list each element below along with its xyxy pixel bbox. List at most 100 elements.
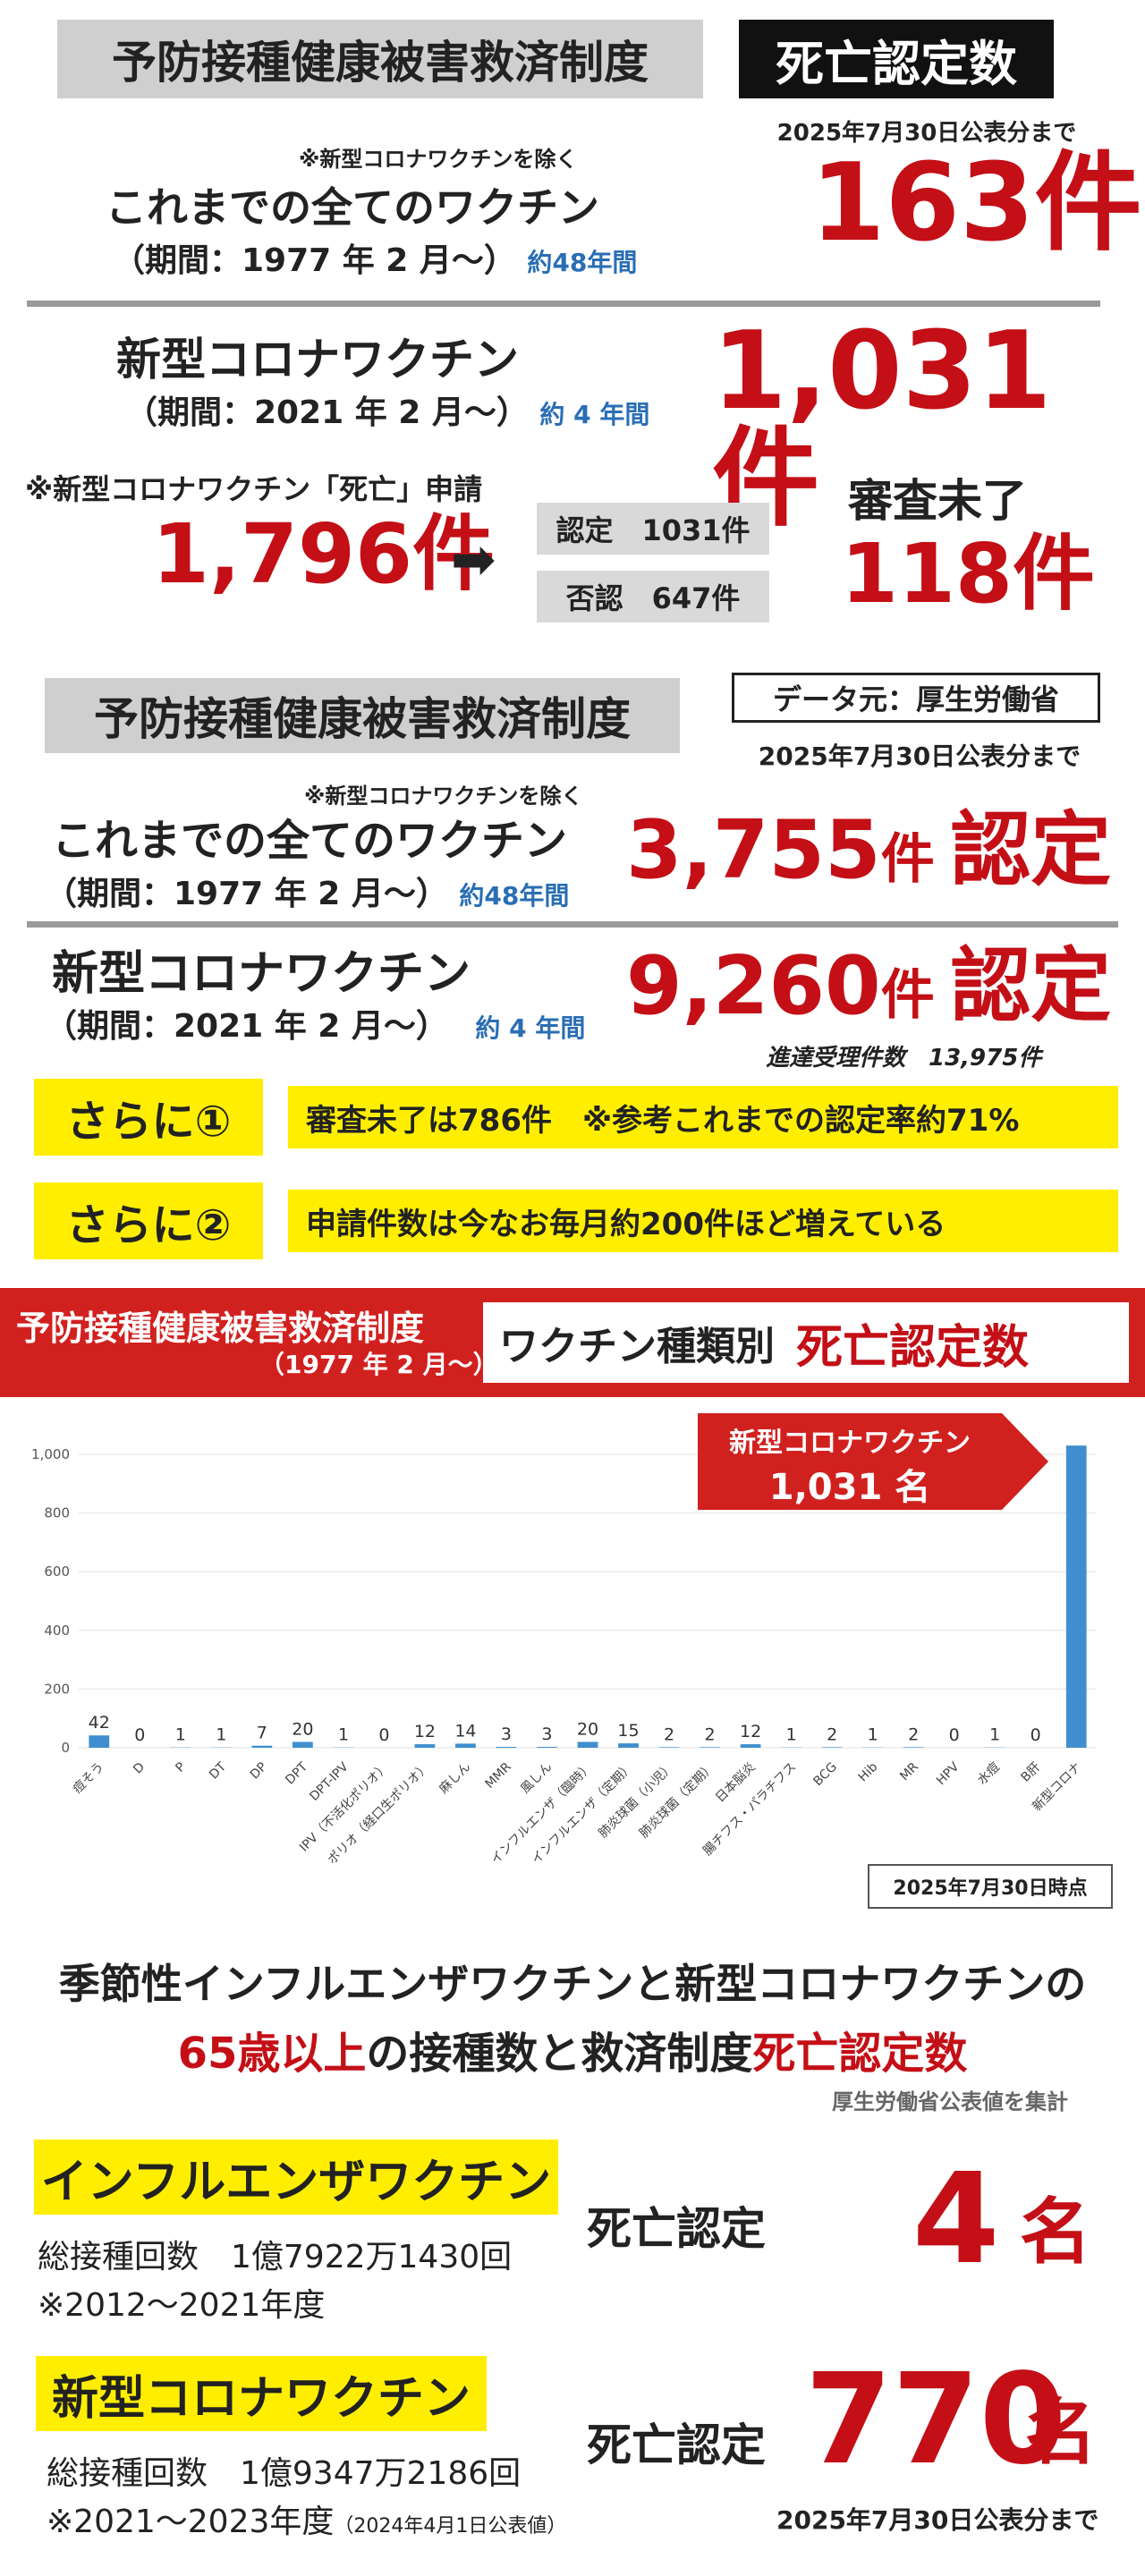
chart-date-box: 2025年7月30日時点 (868, 1864, 1113, 1909)
y-tick-label: 800 (44, 1505, 70, 1521)
y-tick-label: 0 (61, 1740, 70, 1756)
x-tick-label: MMR (483, 1759, 514, 1791)
y-tick-label: 200 (44, 1681, 70, 1697)
period-text: （期間：2021 年 2 月〜） (125, 394, 529, 431)
bar (577, 1741, 598, 1748)
value-label: 1 (868, 1725, 878, 1745)
bar (251, 1745, 273, 1748)
flu-doses: 総接種回数 1億7922万1430回 (38, 2239, 513, 2275)
section2-title: 予防接種健康被害救済制度 (45, 678, 680, 753)
value-labels: 420 1 1 7 20 1 0 12 14 3 3 20 15 2 2 12 1 2 1 2 0 1 0 (89, 1713, 1041, 1745)
value-label: 1 (175, 1725, 186, 1745)
data-source: データ元：厚生労働省 (732, 673, 1100, 723)
flu-death-unit: 名 (1020, 2190, 1091, 2274)
value-label: 42 (89, 1713, 110, 1733)
x-tick-label: 肺炎球菌（定期） (637, 1760, 718, 1842)
pending-label: 審査未了 (848, 475, 1027, 527)
value-label: 1 (989, 1725, 1000, 1745)
all-vaccines-period-2: （期間：1977 年 2 月〜） 約48年間 (45, 868, 569, 914)
sec4-source: 厚生労働省公表値を集計 (832, 2089, 1068, 2114)
applied-count: 1,796件 (152, 506, 496, 602)
all-vaccines-count: 163件 (810, 141, 1142, 266)
all-vaccines-nintei: 3,755件 認定 (626, 810, 1111, 891)
sec4-heading-line1: 季節性インフルエンザワクチンと新型コロナワクチンの (58, 1960, 1087, 2008)
years-text: 約 4 年間 (475, 1013, 586, 1043)
age-red: 65歳以上 (177, 2029, 367, 2079)
covid-label: 新型コロナワクチン (116, 334, 519, 386)
flu-death-label: 死亡認定 (587, 2203, 766, 2255)
bar (903, 1747, 924, 1748)
nintei: 認定 (950, 803, 1112, 897)
death-red: 死亡認定数 (752, 2029, 968, 2079)
chart-header-left-sub: （1977 年 2 月〜） (259, 1350, 498, 1379)
bar (740, 1744, 761, 1748)
value-label: 2 (908, 1724, 919, 1744)
divider (27, 301, 1100, 307)
more2-label: さらに② (34, 1182, 263, 1259)
section1-title: 予防接種健康被害救済制度 (57, 20, 703, 98)
value-label: 12 (414, 1722, 436, 1741)
value-label: 2 (827, 1724, 837, 1744)
y-tick-label: 600 (44, 1563, 70, 1580)
approved-box: 認定 1031件 (537, 503, 769, 555)
years: ※2021〜2023年度 (47, 2504, 335, 2540)
right-title: ワクチン種類別 (499, 1324, 775, 1369)
bar (89, 1735, 110, 1748)
x-tick-label: BCG (810, 1760, 840, 1790)
value-label: 7 (257, 1724, 267, 1743)
value-label: 3 (541, 1724, 552, 1744)
more2-text: 申請件数は今なお毎月約200件ほど増えている (288, 1190, 1118, 1252)
value-label: 2 (705, 1724, 716, 1744)
denied-box: 否認 647件 (537, 571, 769, 623)
callout-line2: 1,031 名 (768, 1467, 931, 1508)
arrow-icon: ➡ (451, 529, 496, 591)
bar (292, 1741, 313, 1748)
all-vaccines-label-2: これまでの全てのワクチン (52, 816, 568, 866)
value-label: 14 (454, 1721, 476, 1741)
covid-label-4: 新型コロナワクチン (36, 2356, 487, 2431)
date-note: 2025年7月30日公表分まで (776, 120, 1077, 147)
x-tick-label: MR (897, 1759, 921, 1784)
x-tick-label: B肝 (1019, 1760, 1044, 1785)
all-vaccines-period: （期間：1977 年 2 月〜） 約48年間 (113, 234, 637, 281)
death-count-badge: 死亡認定数 (739, 20, 1054, 98)
value-label: 0 (378, 1725, 389, 1745)
bar (1065, 1445, 1087, 1748)
callout-arrow (698, 1413, 1048, 1510)
x-tick-label: DP (248, 1760, 270, 1783)
sec4-heading-line2: 65歳以上の接種数と救済制度死亡認定数 (0, 2018, 1145, 2080)
bar (455, 1743, 476, 1748)
more1-label: さらに① (34, 1079, 263, 1156)
y-tick-label: 1,000 (31, 1446, 70, 1462)
flu-label: インフルエンザワクチン (34, 2140, 558, 2215)
all-vaccines-label: これまでの全てのワクチン (106, 183, 599, 232)
covid-count: 1,031件 (712, 309, 1052, 541)
bar (700, 1747, 720, 1748)
value-label: 1 (216, 1725, 226, 1745)
value-label: 3 (501, 1724, 512, 1744)
x-tick-label: 風しん (518, 1760, 555, 1797)
covid-label-2: 新型コロナワクチン (52, 947, 471, 1001)
x-tick-label: D (131, 1760, 148, 1777)
sec4-date-note: 2025年7月30日公表分まで (776, 2505, 1099, 2535)
date-note-2: 2025年7月30日公表分まで (758, 741, 1081, 771)
x-tick-label: DT (207, 1759, 229, 1782)
bars (89, 1445, 1087, 1748)
covid-period-2: （期間：2021 年 2 月〜） 約 4 年間 (45, 1000, 585, 1046)
covid-doses: 総接種回数 1億9347万2186回 (47, 2455, 522, 2492)
x-tick-label: 水痘 (975, 1760, 1003, 1788)
covid-period: （期間：2021 年 2 月〜） 約 4 年間 (125, 386, 649, 433)
covid-death-unit: 名 (1025, 2391, 1097, 2474)
value-label: 12 (740, 1722, 761, 1741)
chart-header-right: ワクチン種類別 死亡認定数 (483, 1302, 1129, 1383)
value-label: 20 (292, 1719, 313, 1739)
bar (496, 1747, 517, 1748)
x-tick-label: 痘そう (71, 1760, 107, 1797)
value-label: 2 (664, 1724, 674, 1744)
count: 9,260 (626, 939, 881, 1033)
nintei: 認定 (950, 939, 1112, 1033)
bar (618, 1743, 639, 1748)
pending-count: 118件 (841, 526, 1096, 622)
bar (658, 1747, 680, 1748)
